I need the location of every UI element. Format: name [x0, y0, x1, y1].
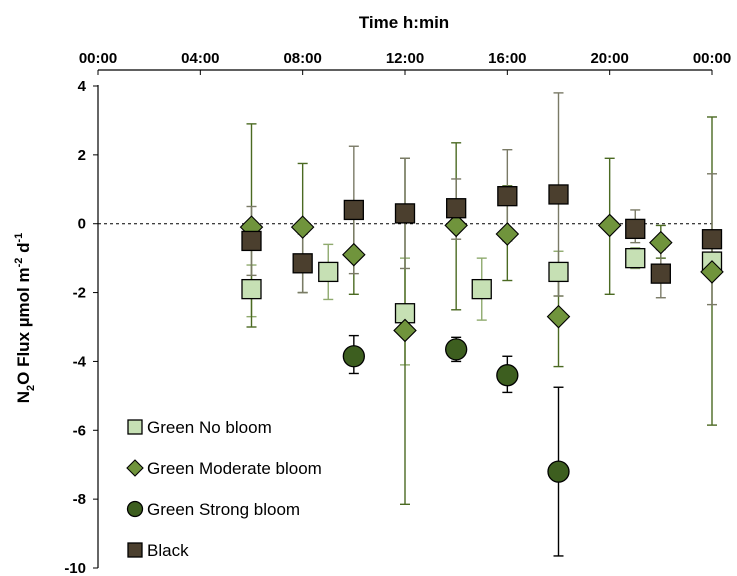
black-point — [625, 218, 646, 240]
black-point — [292, 253, 313, 274]
green-no-bloom-point — [318, 261, 339, 283]
black-point — [241, 230, 262, 252]
green-moderate-bloom-point — [495, 222, 520, 246]
y-tick-label: 4 — [78, 78, 87, 95]
legend-label-green-strong-bloom: Green Strong bloom — [147, 500, 300, 519]
green-moderate-bloom-point — [649, 230, 673, 255]
black-point — [446, 198, 467, 219]
x-tick-label: 08:00 — [283, 50, 321, 67]
x-tick-label: 20:00 — [590, 50, 628, 67]
green-moderate-bloom-point — [342, 242, 366, 267]
x-tick-label: 00:00 — [79, 50, 117, 67]
y-tick-label: 2 — [78, 147, 86, 164]
legend-marker-green-no-bloom — [127, 419, 143, 435]
green-moderate-bloom-point — [700, 260, 724, 284]
legend-marker-green-moderate-bloom — [126, 459, 144, 477]
x-axis-title: Time h:min — [359, 13, 449, 32]
green-strong-bloom-point — [342, 345, 365, 368]
y-axis-title-sub: 2 — [25, 385, 37, 391]
legend-marker-black — [127, 542, 143, 558]
black-point — [497, 186, 518, 207]
black-point — [701, 229, 723, 250]
green-moderate-bloom-point — [597, 213, 622, 238]
black-point — [343, 199, 364, 221]
green-moderate-bloom-point — [290, 215, 315, 239]
y-axis-title: N2O Flux µmol m-2 d-1 — [13, 233, 37, 404]
y-axis-title-mid: O Flux µmol m — [14, 267, 33, 384]
green-strong-bloom-point — [445, 338, 468, 361]
axes-layer: 00:00 04:00 08:00 12:00 16:00 20:00 00:00 4 2 0 -2… — [64, 50, 731, 576]
x-tick-label: 04:00 — [181, 50, 219, 67]
x-tick-label: 16:00 — [488, 50, 526, 67]
y-axis-title-sup1: -2 — [13, 258, 25, 268]
x-tick-label: 00:00 — [693, 50, 731, 67]
y-tick-label: -8 — [73, 491, 86, 508]
y-axis-title-sup2: -1 — [13, 233, 25, 243]
legend-label-green-no-bloom: Green No bloom — [147, 418, 272, 437]
green-no-bloom-point — [241, 278, 262, 300]
green-no-bloom-point — [625, 247, 646, 269]
y-tick-label: -2 — [73, 285, 86, 302]
y-tick-label: -4 — [73, 353, 87, 370]
black-point — [650, 263, 671, 284]
y-axis-title-mid2: d — [14, 243, 33, 258]
green-strong-bloom-point — [496, 364, 519, 387]
green-strong-bloom-point — [547, 460, 570, 483]
green-no-bloom-point — [471, 278, 492, 300]
points-layer — [239, 184, 724, 483]
legend-label-black: Black — [147, 541, 189, 560]
black-point — [394, 203, 416, 224]
y-tick-label: -6 — [73, 422, 86, 439]
y-axis-title-n: N — [14, 391, 33, 403]
error-bars-layer — [246, 92, 717, 557]
x-tick-label: 12:00 — [386, 50, 424, 67]
y-tick-label: 0 — [78, 216, 86, 233]
black-point — [548, 184, 569, 205]
green-no-bloom-point — [548, 261, 569, 283]
green-moderate-bloom-point — [393, 318, 417, 343]
legend-marker-green-strong-bloom — [126, 500, 144, 518]
legend: Green No bloom Green Moderate bloom Green … — [126, 418, 322, 560]
y-tick-label: -10 — [64, 560, 86, 576]
legend-label-green-moderate-bloom: Green Moderate bloom — [147, 459, 322, 478]
marks-layer — [239, 92, 724, 557]
green-moderate-bloom-point — [444, 213, 468, 238]
green-moderate-bloom-point — [546, 304, 571, 329]
